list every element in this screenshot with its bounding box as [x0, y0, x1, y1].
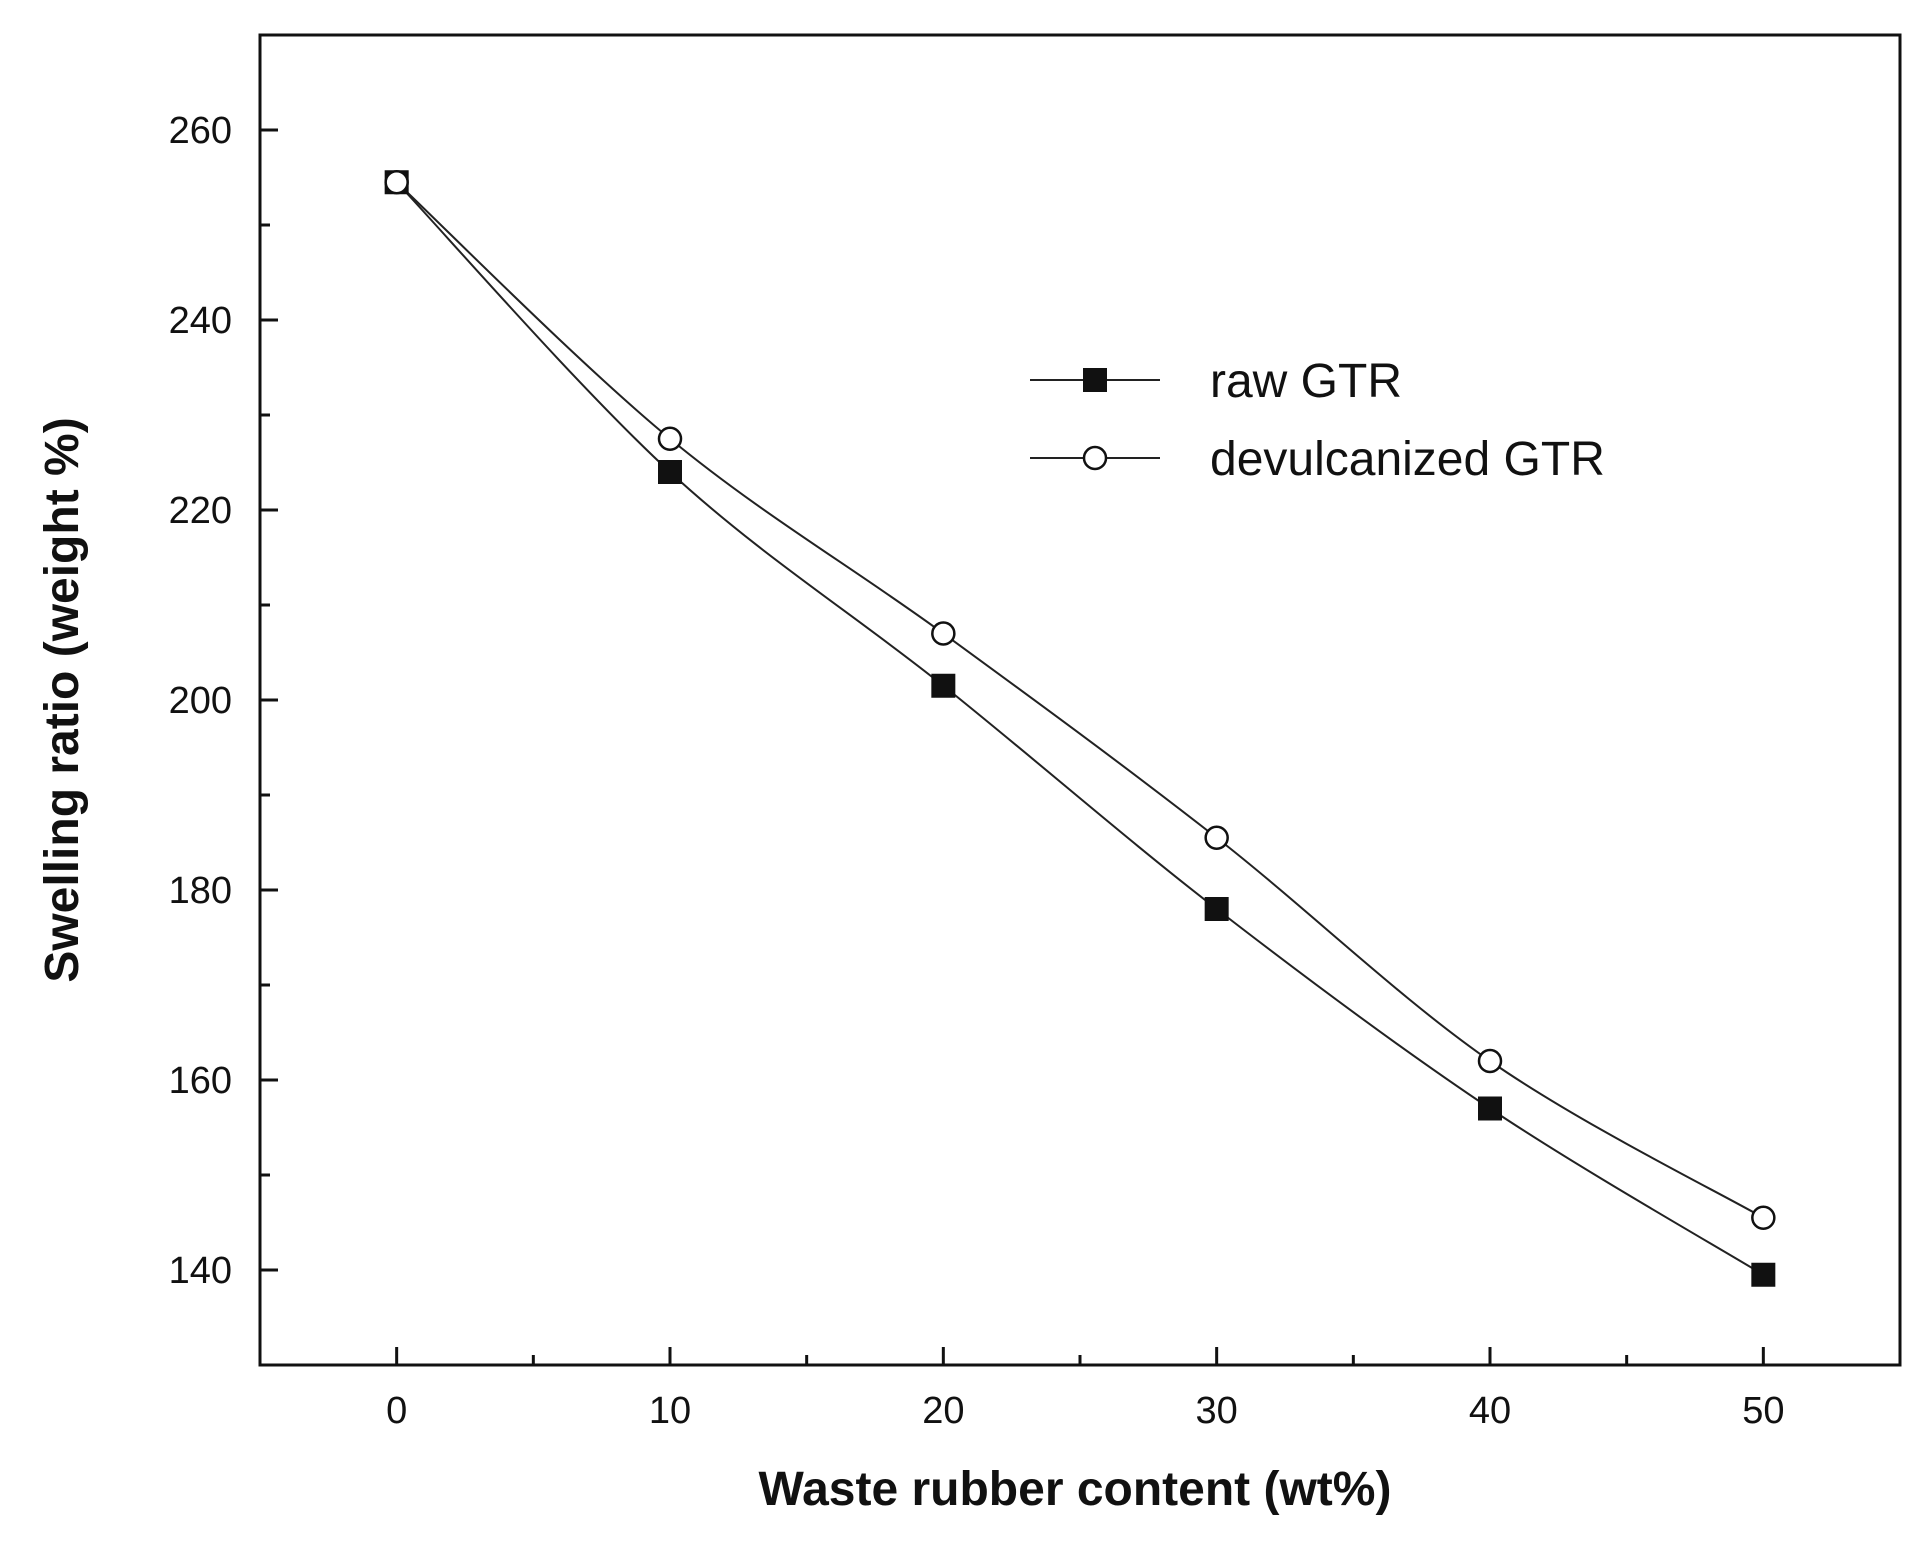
raw-gtr-point	[658, 460, 682, 484]
devulcanized-gtr-point	[1204, 825, 1229, 850]
x-tick-label: 20	[922, 1390, 964, 1432]
y-tick-label: 240	[169, 300, 232, 342]
x-tick-label: 40	[1469, 1390, 1511, 1432]
devulcanized-gtr-point	[657, 426, 683, 451]
devulcanized-gtr-point	[384, 170, 409, 195]
legend-marker-raw-gtr	[1083, 368, 1107, 392]
raw-gtr-point	[931, 673, 956, 698]
y-tick-label: 140	[169, 1250, 232, 1292]
devulcanized-gtr-point	[1477, 1048, 1503, 1074]
y-tick-label: 260	[169, 110, 232, 152]
legend-marker-devulcanized-gtr	[1082, 445, 1108, 471]
y-axis-title: Swelling ratio (weight %)	[36, 417, 89, 982]
x-axis-ticks: 0 10 20 30 40 50	[386, 1347, 1784, 1432]
x-tick-label: 0	[386, 1390, 407, 1432]
x-axis-title: Waste rubber content (wt%)	[759, 1463, 1392, 1516]
raw-gtr-point	[1204, 897, 1229, 921]
devulcanized-gtr-point	[1751, 1205, 1776, 1230]
y-tick-label: 220	[169, 490, 232, 532]
legend-label-devulcanized-gtr: devulcanized GTR	[1210, 433, 1605, 486]
x-tick-label: 10	[649, 1390, 691, 1432]
y-tick-label: 200	[169, 680, 232, 722]
raw-gtr-point	[1478, 1096, 1502, 1121]
series-layer	[384, 170, 1776, 1287]
raw-gtr-point	[1751, 1262, 1776, 1287]
x-tick-label: 30	[1196, 1390, 1238, 1432]
x-tick-label: 50	[1742, 1390, 1784, 1432]
legend: raw GTR devulcanized GTR	[1030, 355, 1605, 486]
legend-label-raw-gtr: raw GTR	[1210, 355, 1402, 408]
y-axis-ticks: 140 160 180 200 220 240 260	[169, 110, 278, 1292]
y-tick-label: 180	[169, 870, 232, 912]
series-line-raw-gtr	[395, 181, 1764, 1276]
plot-area-frame	[258, 33, 1902, 1367]
devulcanized-gtr-point	[931, 621, 956, 646]
series-line-devulcanized-gtr	[395, 181, 1764, 1219]
y-tick-label: 160	[169, 1060, 232, 1102]
